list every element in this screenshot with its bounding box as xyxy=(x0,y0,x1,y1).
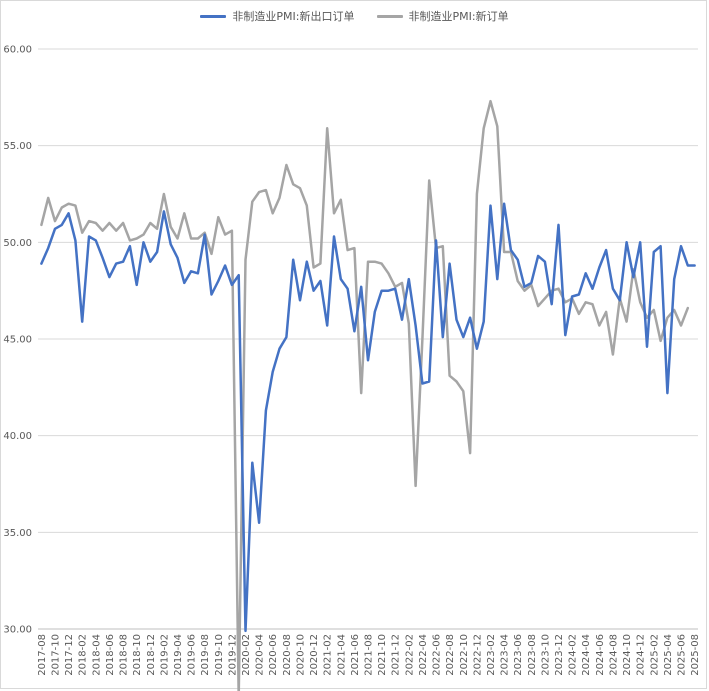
x-tick-label: 2023-10 xyxy=(540,634,551,676)
x-tick-label: 2025-02 xyxy=(649,634,660,676)
x-tick-label: 2019-08 xyxy=(200,634,211,676)
x-tick-label: 2018-06 xyxy=(105,634,116,676)
x-tick-label: 2020-04 xyxy=(255,634,266,676)
x-tick-label: 2025-08 xyxy=(690,634,701,676)
x-tick-label: 2023-08 xyxy=(527,634,538,676)
x-tick-label: 2022-08 xyxy=(445,634,456,676)
x-tick-label: 2019-02 xyxy=(159,634,170,676)
legend-swatch-export-orders xyxy=(200,14,227,18)
x-tick-label: 2025-06 xyxy=(676,634,687,676)
x-tick-label: 2023-12 xyxy=(554,634,565,676)
x-tick-label: 2022-10 xyxy=(459,634,470,676)
x-tick-label: 2020-08 xyxy=(282,634,293,676)
y-tick-label: 45.00 xyxy=(3,335,32,346)
series-line-new-orders xyxy=(40,99,690,691)
x-tick-label: 2024-04 xyxy=(581,634,592,676)
x-tick-label: 2019-10 xyxy=(214,634,225,676)
legend: 非制造业PMI:新出口订单 非制造业PMI:新订单 xyxy=(0,8,709,24)
legend-label-new-orders: 非制造业PMI:新订单 xyxy=(408,10,509,23)
x-tick-label: 2021-08 xyxy=(364,634,375,676)
x-tick-label: 2024-02 xyxy=(568,634,579,676)
x-tick-label: 2023-06 xyxy=(513,634,524,676)
legend-item-export-orders: 非制造业PMI:新出口订单 xyxy=(200,8,355,24)
x-tick-label: 2022-06 xyxy=(432,634,443,676)
x-tick-label: 2017-12 xyxy=(64,634,75,676)
x-tick-label: 2020-12 xyxy=(309,634,320,676)
x-tick-label: 2018-08 xyxy=(119,634,130,676)
y-tick-label: 50.00 xyxy=(3,238,32,249)
y-tick-label: 40.00 xyxy=(3,431,32,442)
x-tick-label: 2021-12 xyxy=(391,634,402,676)
x-tick-label: 2023-02 xyxy=(486,634,497,676)
legend-item-new-orders: 非制造业PMI:新订单 xyxy=(376,8,509,24)
x-tick-label: 2022-04 xyxy=(418,634,429,676)
x-tick-label: 2022-12 xyxy=(472,634,483,676)
y-tick-label: 35.00 xyxy=(3,528,32,539)
x-tick-label: 2019-12 xyxy=(227,634,238,676)
x-tick-label: 2024-08 xyxy=(608,634,619,676)
x-tick-label: 2024-10 xyxy=(622,634,633,676)
legend-label-export-orders: 非制造业PMI:新出口订单 xyxy=(232,10,355,23)
x-tick-label: 2017-08 xyxy=(37,634,48,676)
x-tick-label: 2019-04 xyxy=(173,634,184,676)
x-tick-label: 2019-06 xyxy=(187,634,198,676)
y-tick-label: 60.00 xyxy=(3,45,32,56)
legend-swatch-new-orders xyxy=(376,14,403,18)
x-tick-label: 2018-12 xyxy=(146,634,157,676)
x-tick-label: 2020-02 xyxy=(241,634,252,676)
x-tick-label: 2021-10 xyxy=(377,634,388,676)
x-tick-label: 2022-02 xyxy=(404,634,415,676)
x-tick-label: 2020-06 xyxy=(268,634,279,676)
x-tick-label: 2024-06 xyxy=(595,634,606,676)
x-tick-label: 2023-04 xyxy=(500,634,511,676)
y-tick-label: 30.00 xyxy=(3,625,32,636)
x-tick-label: 2018-10 xyxy=(132,634,143,676)
x-tick-label: 2024-12 xyxy=(636,634,647,676)
x-tick-label: 2021-04 xyxy=(336,634,347,676)
x-tick-label: 2021-02 xyxy=(323,634,334,676)
x-tick-label: 2025-04 xyxy=(663,634,674,676)
x-tick-label: 2018-04 xyxy=(91,634,102,676)
x-tick-label: 2021-06 xyxy=(350,634,361,676)
series-line-export-orders xyxy=(40,202,696,633)
x-tick-label: 2020-10 xyxy=(295,634,306,676)
y-tick-label: 55.00 xyxy=(3,141,32,152)
x-tick-label: 2017-10 xyxy=(51,634,62,676)
x-tick-label: 2018-02 xyxy=(78,634,89,676)
